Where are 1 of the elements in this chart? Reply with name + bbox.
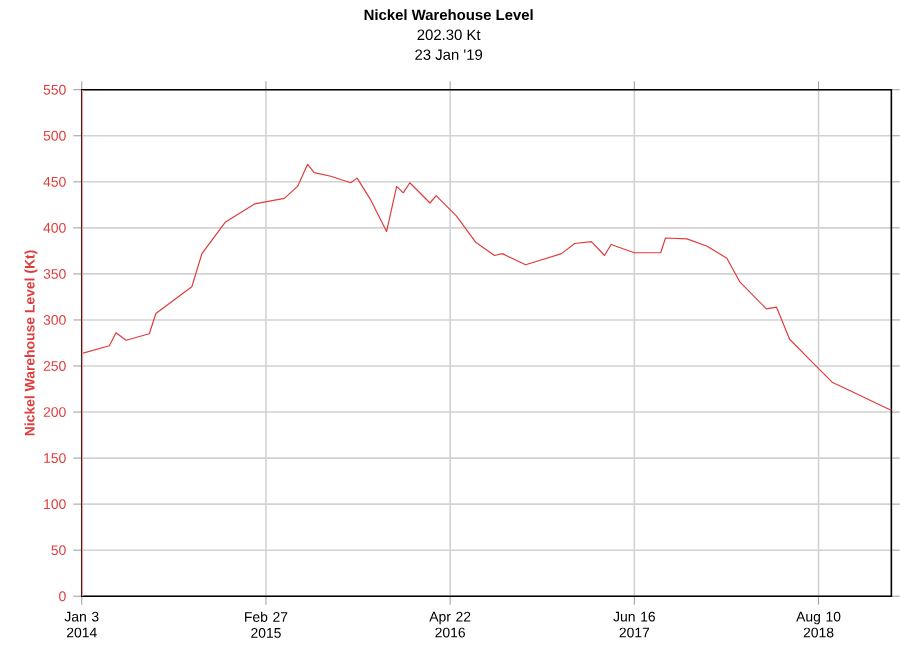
- line-series: [82, 163, 892, 411]
